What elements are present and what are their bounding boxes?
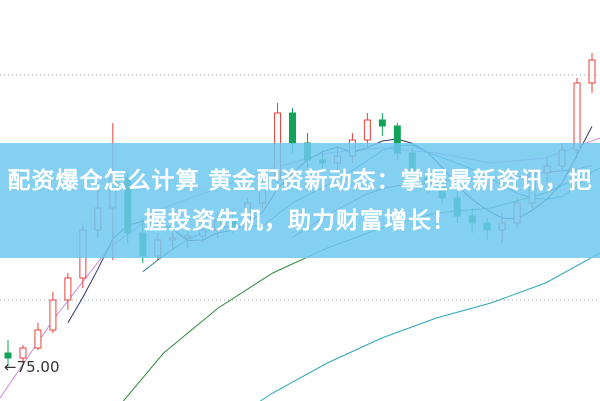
candle-body bbox=[49, 299, 57, 331]
title-banner: 配资爆仓怎么计算 黄金配资新动态：掌握最新资讯，把握投资先机，助力财富增长！ bbox=[0, 143, 600, 258]
long-ma-line bbox=[260, 252, 600, 401]
candle-body bbox=[378, 119, 386, 127]
article-title: 配资爆仓怎么计算 黄金配资新动态：掌握最新资讯，把握投资先机，助力财富增长！ bbox=[7, 167, 593, 234]
price-annotation: ←75.00 bbox=[4, 358, 60, 376]
candle-body bbox=[588, 59, 596, 84]
price-annotation-value: 75.00 bbox=[16, 358, 60, 376]
candle-body bbox=[19, 347, 27, 359]
candle-body bbox=[64, 277, 72, 301]
candle-body bbox=[289, 112, 297, 144]
candle-body bbox=[4, 352, 12, 359]
candle-body bbox=[363, 119, 371, 141]
candle-body bbox=[573, 82, 581, 151]
candle-body bbox=[34, 329, 42, 349]
